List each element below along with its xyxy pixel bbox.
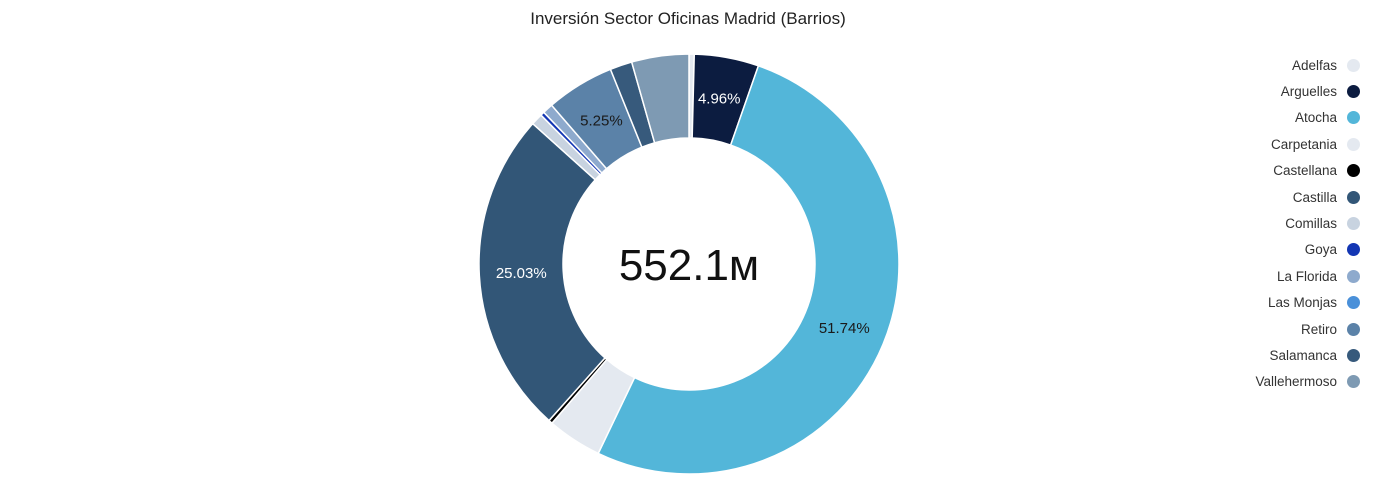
legend-label: Retiro [1300, 321, 1337, 337]
legend-label: La Florida [1276, 268, 1337, 284]
legend-label: Vallehermoso [1255, 374, 1337, 390]
legend-label: Carpetania [1270, 136, 1337, 152]
legend-swatch [1347, 269, 1360, 283]
slice-label-castilla: 25.03% [496, 265, 547, 282]
legend-item-carpetania[interactable]: Carpetania [1140, 131, 1360, 157]
legend-label: Adelfas [1291, 57, 1337, 73]
legend-label: Comillas [1285, 216, 1337, 232]
legend-swatch [1347, 137, 1360, 151]
legend-item-goya[interactable]: Goya [1140, 237, 1360, 263]
legend-label: Salamanca [1269, 347, 1337, 363]
legend-swatch [1347, 190, 1360, 204]
legend-swatch [1347, 85, 1360, 99]
slice-label-atocha: 51.74% [819, 320, 870, 337]
slice-atocha[interactable] [597, 64, 900, 475]
legend: Adelfas Arguelles Atocha Carpetania Castella… [1140, 52, 1360, 395]
legend-label: Castellana [1273, 163, 1337, 179]
legend-item-retiro[interactable]: Retiro [1140, 316, 1360, 342]
legend-label: Castilla [1292, 189, 1337, 205]
slice-label-retiro: 5.25% [580, 113, 623, 130]
legend-item-vallehermoso[interactable]: Vallehermoso [1140, 369, 1360, 395]
legend-swatch [1347, 58, 1360, 72]
legend-item-la-florida[interactable]: La Florida [1140, 263, 1360, 289]
legend-item-atocha[interactable]: Atocha [1140, 105, 1360, 131]
legend-label: Goya [1304, 242, 1337, 258]
legend-label: Las Monjas [1267, 295, 1337, 311]
slice-castilla[interactable] [478, 122, 607, 422]
slice-label-arguelles: 4.96% [698, 91, 741, 108]
slice-vallehermoso[interactable] [630, 53, 690, 144]
legend-item-castellana[interactable]: Castellana [1140, 158, 1360, 184]
legend-item-las-monjas[interactable]: Las Monjas [1140, 290, 1360, 316]
legend-item-comillas[interactable]: Comillas [1140, 210, 1360, 236]
legend-swatch [1347, 322, 1360, 336]
legend-item-arguelles[interactable]: Arguelles [1140, 78, 1360, 104]
legend-swatch [1347, 348, 1360, 362]
legend-swatch [1347, 296, 1360, 310]
legend-swatch [1347, 111, 1360, 125]
legend-label: Arguelles [1280, 84, 1337, 100]
legend-item-adelfas[interactable]: Adelfas [1140, 52, 1360, 78]
center-total-label: 552.1м [619, 241, 759, 290]
chart-title: Inversión Sector Oficinas Madrid (Barrio… [530, 9, 846, 28]
legend-swatch [1347, 243, 1360, 257]
legend-item-castilla[interactable]: Castilla [1140, 184, 1360, 210]
legend-swatch [1347, 164, 1360, 178]
legend-swatch [1347, 217, 1360, 231]
legend-item-salamanca[interactable]: Salamanca [1140, 342, 1360, 368]
legend-label: Atocha [1294, 110, 1337, 126]
legend-swatch [1347, 375, 1360, 389]
